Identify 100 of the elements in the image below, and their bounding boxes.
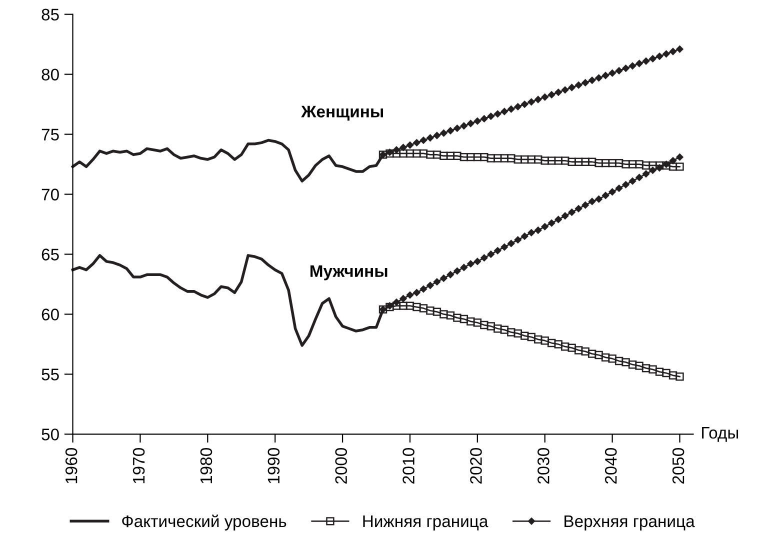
point bbox=[582, 201, 589, 209]
point bbox=[560, 156, 570, 165]
point bbox=[656, 52, 664, 60]
point bbox=[635, 160, 644, 168]
point bbox=[487, 112, 494, 120]
point bbox=[446, 311, 455, 320]
point bbox=[400, 295, 407, 302]
point bbox=[622, 358, 630, 366]
x-tick-label: 2010 bbox=[402, 448, 414, 484]
y-tick-label: 50 bbox=[42, 428, 59, 440]
point bbox=[548, 338, 556, 348]
point bbox=[568, 158, 576, 166]
point bbox=[507, 328, 516, 336]
point bbox=[588, 158, 596, 166]
point bbox=[548, 219, 556, 227]
point bbox=[527, 332, 536, 342]
point bbox=[486, 154, 496, 162]
legend-label: Верхняя граница bbox=[564, 516, 695, 530]
point bbox=[581, 347, 590, 356]
x-axis-title: Годы bbox=[702, 427, 738, 442]
point bbox=[480, 320, 488, 330]
point bbox=[541, 94, 548, 101]
point bbox=[446, 271, 454, 278]
point bbox=[419, 304, 428, 312]
point bbox=[648, 365, 657, 374]
annotation: Мужчины bbox=[310, 265, 388, 280]
point bbox=[628, 160, 637, 168]
point bbox=[453, 314, 462, 322]
point bbox=[534, 335, 542, 344]
point bbox=[392, 146, 400, 154]
point bbox=[460, 122, 468, 130]
point bbox=[588, 76, 596, 84]
point bbox=[426, 282, 434, 290]
point bbox=[487, 250, 494, 258]
point bbox=[575, 205, 582, 212]
point bbox=[480, 115, 488, 122]
x-tick-label: 2020 bbox=[470, 448, 482, 484]
point bbox=[540, 336, 549, 345]
point bbox=[413, 289, 420, 296]
point bbox=[480, 152, 488, 162]
point bbox=[474, 118, 481, 125]
annotation: Женщины bbox=[301, 106, 384, 121]
point bbox=[668, 162, 678, 171]
point bbox=[432, 308, 442, 316]
point bbox=[615, 67, 623, 74]
point bbox=[466, 152, 475, 162]
point bbox=[602, 192, 610, 200]
point bbox=[460, 264, 468, 272]
point bbox=[676, 372, 684, 381]
point bbox=[420, 136, 428, 144]
point bbox=[440, 274, 448, 282]
point bbox=[554, 88, 562, 96]
point bbox=[412, 302, 421, 312]
point bbox=[636, 60, 643, 68]
y-tick-label: 70 bbox=[42, 188, 59, 200]
point bbox=[595, 74, 602, 82]
point bbox=[568, 344, 576, 352]
point bbox=[433, 278, 441, 286]
y-tick-label: 85 bbox=[42, 8, 59, 21]
point bbox=[413, 139, 420, 146]
point bbox=[615, 184, 623, 192]
point bbox=[466, 317, 475, 326]
point bbox=[467, 260, 474, 268]
x-tick-label: 1960 bbox=[65, 448, 78, 484]
point bbox=[614, 158, 624, 168]
point bbox=[628, 178, 636, 185]
point bbox=[514, 236, 522, 244]
point bbox=[642, 58, 650, 65]
point bbox=[460, 152, 468, 162]
point bbox=[601, 158, 610, 168]
point bbox=[622, 160, 630, 168]
point bbox=[508, 106, 515, 113]
point bbox=[473, 318, 482, 327]
point bbox=[520, 155, 529, 164]
point bbox=[622, 181, 630, 188]
y-tick-label: 60 bbox=[42, 308, 59, 320]
y-tick-label: 80 bbox=[42, 68, 59, 81]
point bbox=[608, 188, 616, 196]
point bbox=[528, 229, 535, 236]
point bbox=[668, 371, 678, 380]
point bbox=[440, 130, 448, 137]
point bbox=[568, 208, 576, 216]
point bbox=[649, 55, 656, 62]
point bbox=[392, 149, 401, 158]
point bbox=[628, 62, 636, 70]
point bbox=[662, 368, 670, 378]
point bbox=[534, 96, 542, 104]
point bbox=[500, 243, 508, 251]
point bbox=[454, 124, 461, 132]
point bbox=[486, 322, 496, 330]
point bbox=[521, 100, 528, 108]
point bbox=[575, 82, 582, 89]
point bbox=[582, 79, 589, 86]
point bbox=[426, 150, 434, 159]
point bbox=[588, 350, 596, 358]
point bbox=[453, 152, 462, 160]
point bbox=[642, 364, 650, 372]
point bbox=[433, 132, 441, 140]
point bbox=[500, 108, 508, 116]
point bbox=[400, 144, 407, 152]
